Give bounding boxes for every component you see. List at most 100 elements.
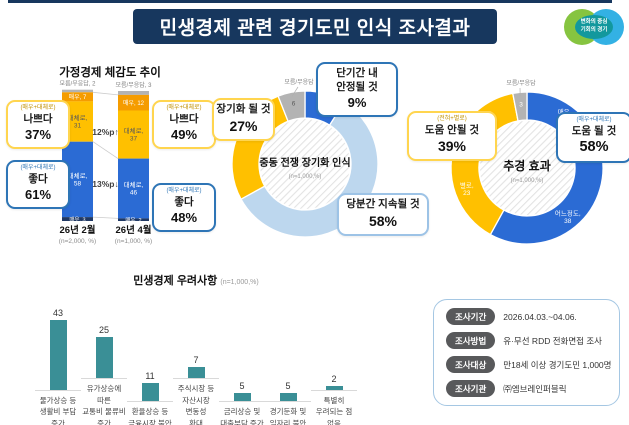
bar-segment-label: 매우, 12: [123, 99, 145, 107]
callout-pct: 61%: [24, 187, 52, 203]
callout-small: (매우+대체로): [20, 105, 56, 111]
callout-label: 안정될 것: [336, 80, 378, 93]
donut-segment-label: 3: [519, 101, 523, 108]
callout-pct: 58%: [579, 139, 609, 156]
callout-label: 당분간 지속될 것: [346, 198, 420, 210]
bar-area: 43: [35, 302, 81, 391]
bar: [233, 393, 251, 402]
bar-area: 5: [219, 313, 265, 403]
bar: [187, 366, 205, 378]
callout-stabilize-soon: 단기간 내 안정될 것 9%: [316, 62, 398, 117]
bar-area: 2: [311, 302, 357, 391]
bar-value: 11: [145, 371, 155, 382]
change-label: 13%p↓: [92, 179, 118, 189]
callout-label: 좋다: [28, 172, 48, 185]
bar-column: 43 물가상승 등 생활비 부담 증가: [35, 302, 81, 425]
concerns-title-text: 민생경제 우려사항: [133, 275, 218, 287]
bar-segment: [62, 92, 93, 102]
info-badge: 조사기관: [446, 380, 496, 397]
bar-n-label: (n=1,000, %): [115, 238, 152, 245]
donut-center-n: (n=1,000,%): [289, 174, 322, 180]
bar-segment: [118, 110, 149, 159]
bar-month-label: 26년 4월: [116, 224, 152, 236]
info-badge: 조사방법: [446, 332, 496, 349]
bar-segment: [118, 158, 149, 219]
bar-column: 7 주식시장 등 자산시장 변동성 확대: [173, 290, 219, 425]
callout-will-help: (매우+대체로) 도움 될 것 58%: [556, 112, 629, 163]
unknown-label: 모름/무응답: [506, 80, 536, 87]
bar-column: 2 특별히 우려되는 점 없음: [311, 302, 357, 425]
callout-pct: 37%: [24, 127, 52, 143]
callout-continue-for-now: 당분간 지속될 것 58%: [337, 193, 429, 236]
bar: [279, 393, 297, 402]
bar-value: 25: [98, 325, 109, 336]
callout-pct: 48%: [170, 210, 198, 226]
bar-segment-label: 대체로, 31: [68, 114, 88, 130]
bar-segment: [118, 91, 149, 95]
callout-pct: 39%: [437, 138, 467, 155]
concerns-bars: 43 물가상승 등 생활비 부담 증가 25 유가상승에 따른 교통비 물류비 증가 1…: [35, 290, 357, 425]
donut-segment-label: 어느정도, 38: [555, 208, 581, 225]
callout-pct: 49%: [170, 127, 198, 143]
bar-category-label: 유가상승에 따른 교통비 물류비 증가: [82, 384, 126, 425]
bar-column: 5 금리상승 및 대출부담 증가: [219, 313, 265, 425]
callout-good-feb: (매우+대체로) 좋다 61%: [6, 160, 70, 209]
info-row-method: 조사방법 유·무선 RDD 전화면접 조사: [446, 332, 607, 349]
info-row-period: 조사기간 2026.04.03.~04.06.: [446, 308, 607, 325]
bar-value: 2: [331, 374, 337, 385]
callout-small: (매우+대체로): [166, 188, 202, 194]
bar-area: 5: [265, 313, 311, 403]
callout-label: 도움 될 것: [571, 124, 617, 137]
bar-category-label: 주식시장 등 자산시장 변동성 확대: [177, 384, 215, 425]
logo-line1: 변화의 중심: [580, 19, 608, 26]
info-row-target: 조사대상 만18세 이상 경기도민 1,000명: [446, 356, 611, 373]
survey-info-panel: 조사기간 2026.04.03.~04.06. 조사방법 유·무선 RDD 전화…: [433, 299, 620, 406]
concerns-chart-title: 민생경제 우려사항 (n=1,000,%): [35, 272, 357, 288]
household-chart-title: 가정경제 체감도 추이: [59, 67, 161, 79]
bar-segment-label: 매우, 2: [125, 216, 141, 224]
bar: [325, 386, 343, 390]
connector-line: [92, 216, 119, 219]
concerns-n-label: (n=1,000,%): [220, 279, 259, 286]
callout-pct: 9%: [347, 95, 367, 111]
donut-segment: [277, 90, 306, 123]
top-accent-strip: [8, 0, 612, 3]
connector-line: [92, 141, 119, 159]
bar-area: 11: [127, 313, 173, 403]
bar-area: 25: [81, 290, 127, 379]
bar: [95, 337, 113, 378]
donut-center: [260, 119, 350, 209]
callout-bad-apr: (매우+대체로) 나쁘다 49%: [152, 100, 216, 149]
callout-wont-help: (전혀+별로) 도움 안될 것 39%: [407, 111, 497, 162]
bar-segment: [118, 218, 149, 221]
info-badge: 조사대상: [446, 356, 496, 373]
bar-area: 7: [173, 290, 219, 379]
bar-segment-label: 매우, 3: [69, 215, 85, 223]
callout-small: (매우+대체로): [576, 117, 612, 123]
donut-center-title: 추경 효과: [503, 158, 551, 173]
page-title-text: 민생경제 관련 경기도민 인식 조사결과: [159, 18, 471, 39]
gyeonggi-logo: 변화의 중심 기회의 경기: [562, 6, 626, 48]
donut-segment-label: 6: [292, 101, 296, 108]
callout-prolonged: 장기화 될 것 27%: [212, 98, 275, 141]
page-title: 민생경제 관련 경기도민 인식 조사결과: [133, 9, 497, 44]
info-badge: 조사기간: [446, 308, 496, 325]
callout-label: 나쁘다: [169, 112, 199, 125]
callout-label: 나쁘다: [23, 112, 53, 125]
bar-n-label: (n=2,000, %): [59, 238, 96, 245]
callout-label: 좋다: [174, 195, 194, 208]
logo-line2: 기회의 경기: [580, 27, 608, 33]
callout-bad-feb: (매우+대체로) 나쁘다 37%: [6, 100, 70, 149]
bar-segment-label: 대체로, 46: [124, 181, 144, 197]
info-value: 유·무선 RDD 전화면접 조사: [503, 335, 602, 346]
bar-segment-label: 매우, 7: [69, 93, 87, 101]
callout-small: (매우+대체로): [20, 165, 56, 171]
bar-segment: [62, 89, 93, 93]
callout-good-apr: (매우+대체로) 좋다 48%: [152, 183, 216, 232]
bar-value: 5: [285, 381, 291, 392]
info-row-agency: 조사기관 ㈜엠브레인퍼블릭: [446, 380, 607, 397]
callout-pct: 27%: [229, 117, 258, 134]
donut-segment: [489, 143, 604, 245]
